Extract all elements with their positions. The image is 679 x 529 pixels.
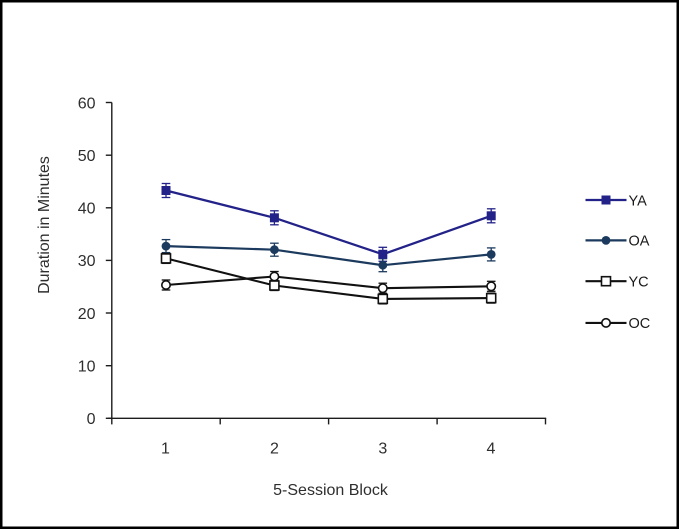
svg-text:OA: OA	[629, 234, 650, 250]
svg-text:10: 10	[78, 359, 96, 376]
svg-text:50: 50	[78, 148, 96, 165]
svg-text:1: 1	[161, 441, 170, 458]
svg-text:20: 20	[78, 306, 96, 323]
svg-text:5-Session Block: 5-Session Block	[273, 482, 389, 499]
svg-text:40: 40	[78, 201, 96, 218]
svg-text:60: 60	[78, 95, 96, 112]
svg-text:3: 3	[378, 441, 387, 458]
svg-text:Duration in Minutes: Duration in Minutes	[36, 156, 53, 294]
svg-text:OC: OC	[629, 316, 651, 332]
svg-text:YC: YC	[629, 275, 649, 291]
svg-text:2: 2	[270, 441, 279, 458]
svg-text:0: 0	[87, 411, 96, 428]
svg-text:4: 4	[487, 441, 496, 458]
svg-text:30: 30	[78, 253, 96, 270]
svg-text:YA: YA	[629, 193, 648, 209]
